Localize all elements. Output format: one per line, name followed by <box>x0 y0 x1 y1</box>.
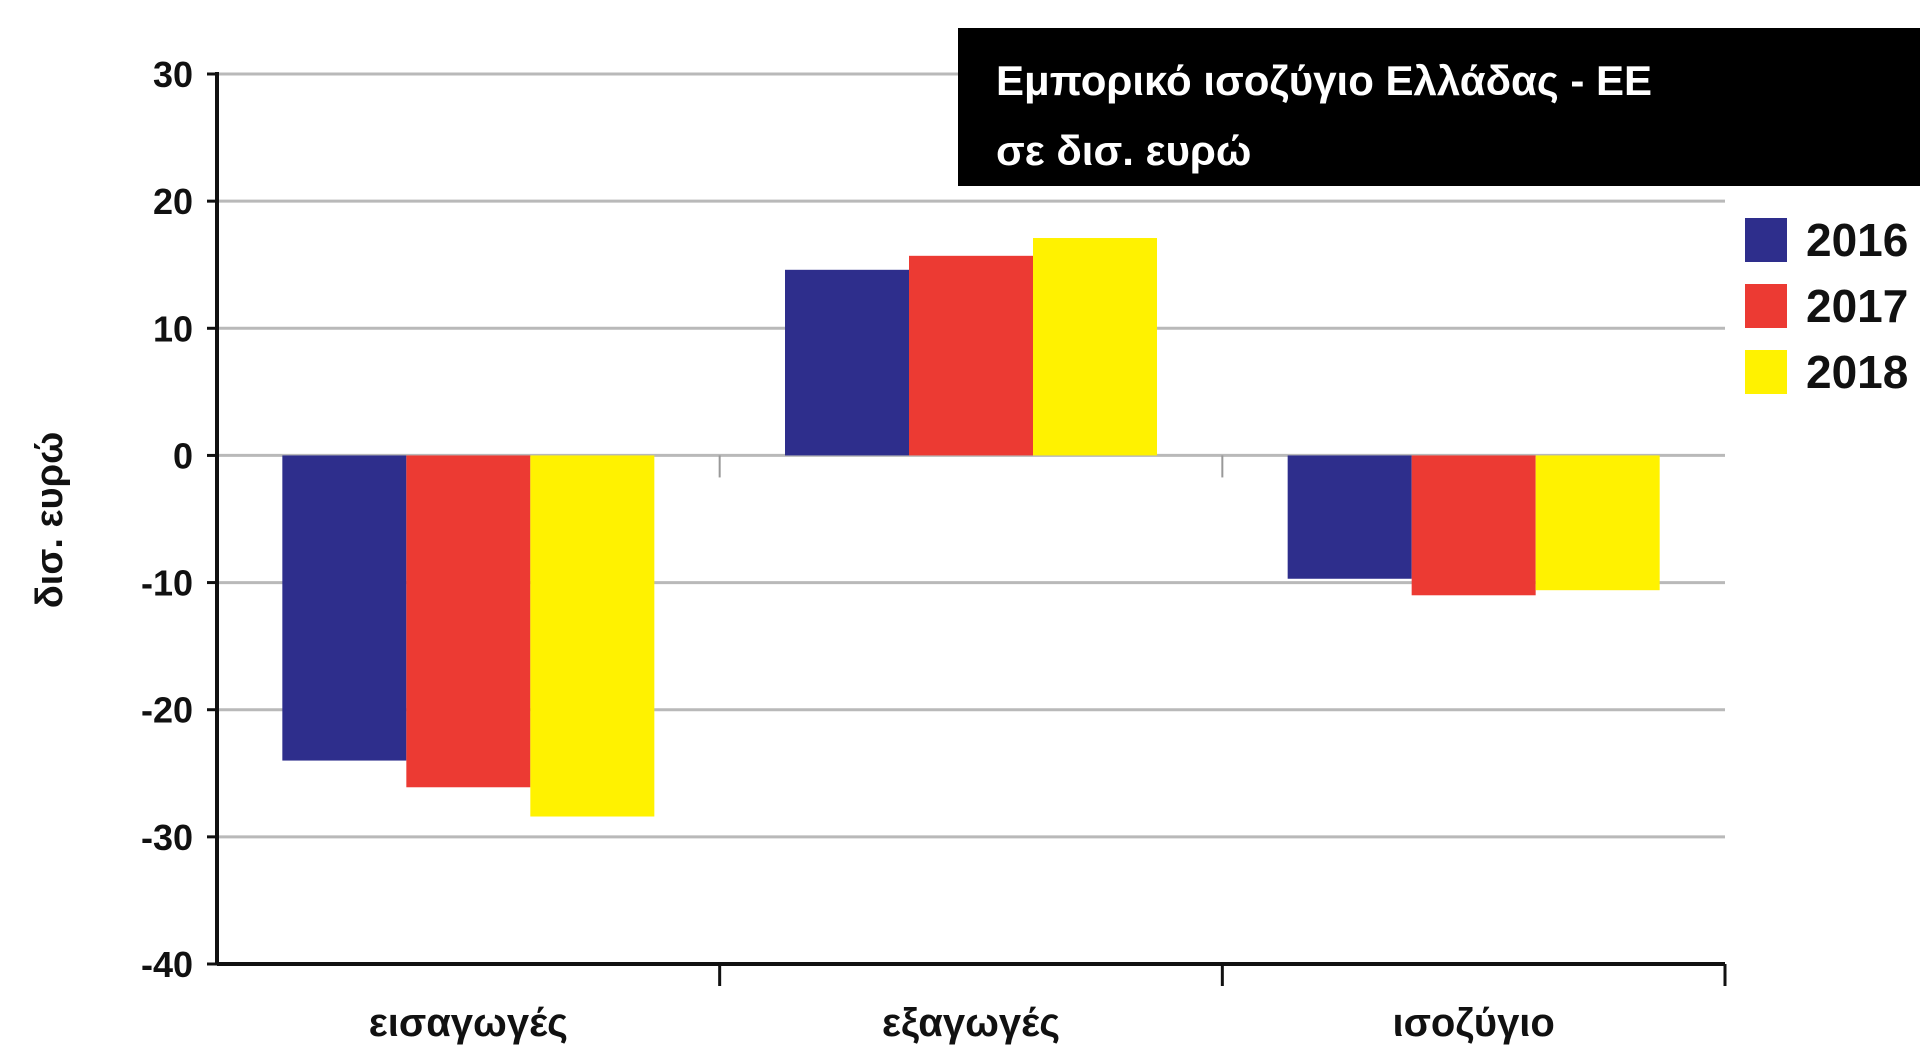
bar <box>1535 455 1660 591</box>
bar <box>406 455 531 788</box>
legend: 2016 2017 2018 <box>1745 214 1908 398</box>
y-tick-label: 30 <box>153 54 193 95</box>
bar <box>785 269 909 456</box>
x-tick-label: εισαγωγές <box>369 1001 568 1045</box>
y-axis-label: δισ. ευρώ <box>29 432 71 608</box>
bars <box>282 238 1660 817</box>
chart-title-box: Εμπορικό ισοζύγιο Ελλάδας - ΕΕ σε δισ. ε… <box>958 28 1920 186</box>
y-tick-label: -20 <box>141 690 193 731</box>
legend-swatch <box>1745 350 1787 394</box>
bar <box>1411 455 1536 596</box>
legend-swatch <box>1745 218 1787 262</box>
y-tick-label: 0 <box>173 435 193 476</box>
x-tick-label: εξαγωγές <box>882 1001 1060 1045</box>
x-tick-label: ισοζύγιο <box>1392 1001 1554 1045</box>
chart-title: Εμπορικό ισοζύγιο Ελλάδας - ΕΕ <box>996 57 1653 104</box>
y-tick-labels: 30 20 10 0 -10 -20 -30 -40 <box>141 54 193 985</box>
x-tick-labels: εισαγωγές εξαγωγές ισοζύγιο <box>369 1001 1555 1045</box>
legend-label: 2016 <box>1806 214 1908 266</box>
bar <box>909 255 1033 456</box>
y-tick-label: 20 <box>153 181 193 222</box>
bar <box>530 455 655 817</box>
bar <box>282 455 407 761</box>
bar <box>1033 238 1157 456</box>
legend-swatch <box>1745 284 1787 328</box>
legend-label: 2017 <box>1806 280 1908 332</box>
y-tick-label: -40 <box>141 944 193 985</box>
chart-subtitle: σε δισ. ευρώ <box>996 127 1252 174</box>
y-tick-label: -30 <box>141 817 193 858</box>
axes <box>207 72 1727 986</box>
bar <box>1287 455 1412 579</box>
y-tick-label: -10 <box>141 563 193 604</box>
legend-label: 2018 <box>1806 346 1908 398</box>
y-tick-label: 10 <box>153 308 193 349</box>
